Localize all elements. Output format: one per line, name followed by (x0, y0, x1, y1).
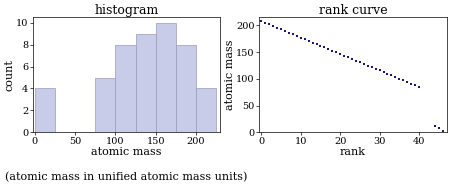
Y-axis label: atomic mass: atomic mass (225, 40, 235, 110)
Bar (95, 78, 115, 132)
X-axis label: rank: rank (340, 147, 366, 158)
Text: (atomic mass in unified atomic mass units): (atomic mass in unified atomic mass unit… (5, 172, 247, 182)
Bar (135, 34, 156, 132)
X-axis label: atomic mass: atomic mass (92, 147, 162, 158)
Bar (35, 89, 55, 132)
Bar (196, 89, 216, 132)
Bar (156, 23, 176, 132)
Bar (115, 45, 135, 132)
Title: rank curve: rank curve (319, 4, 387, 17)
Bar (176, 45, 196, 132)
Title: histogram: histogram (95, 4, 159, 17)
Y-axis label: count: count (5, 59, 14, 91)
